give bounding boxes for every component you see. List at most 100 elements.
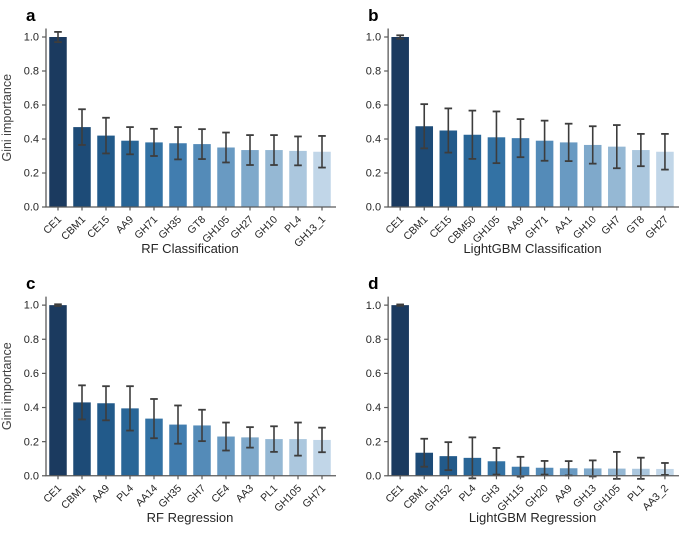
bar-AA9	[97, 403, 115, 476]
bar-GT8	[193, 144, 211, 207]
bar-AA9	[121, 140, 139, 207]
x-tick-label: GH35	[156, 482, 184, 510]
bar-GH10	[265, 150, 283, 207]
bar-CE15	[439, 130, 458, 207]
y-tick-label: 0.4	[24, 134, 39, 146]
bar-PL4	[289, 150, 307, 207]
x-tick-label: AA14	[134, 482, 161, 509]
panel-d: d 0.0 0.2 0.4 0.6 0.8 1.0 CE1 CBM1 GH152 PL4 GH3 GH1…	[342, 268, 685, 537]
x-tick-label: PL4	[457, 482, 479, 504]
bar-GH7	[193, 425, 211, 476]
x-tick-label: GH71	[523, 214, 551, 242]
x-axis-title: LightGBM Regression	[469, 510, 596, 525]
panel-a: a Gini importance 0.0 0.2 0.4 0.6 0.8 1.0 CE1 CBM…	[0, 0, 342, 268]
panel-letter: a	[26, 6, 36, 25]
bar-PL1	[265, 439, 283, 476]
x-tick-label: GH71	[300, 482, 328, 510]
bar-GH35	[169, 424, 187, 476]
x-axis-title: RF Classification	[141, 241, 239, 256]
panel-letter: d	[368, 274, 378, 293]
bar-AA1	[559, 142, 578, 207]
x-tick-label: GH7	[599, 214, 623, 238]
y-tick-label: 0.8	[366, 334, 381, 346]
x-tick-label: AA3_2	[640, 482, 671, 513]
y-tick-label: 0.8	[366, 66, 381, 78]
y-tick-label: 0.2	[24, 436, 39, 448]
panel-b: b 0.0 0.2 0.4 0.6 0.8 1.0 CE1 CBM1 CE15 CBM50 GH105…	[342, 0, 685, 268]
bar-GT8	[632, 150, 650, 207]
x-tick-label: GH20	[523, 482, 551, 510]
x-axis-title: RF Regression	[147, 510, 234, 525]
bar-AA9	[511, 138, 530, 207]
x-axis-title: LightGBM Classification	[463, 241, 601, 256]
y-tick-label: 0.2	[366, 436, 381, 448]
y-tick-label: 0.2	[24, 168, 39, 180]
chart-lightgbm-classification: b0.00.20.40.60.81.0CE1CBM1CE15CBM50GH105…	[366, 6, 679, 256]
x-tick-label: GH35	[156, 214, 184, 242]
y-tick-label: 0.0	[24, 202, 39, 214]
y-tick-label: 0.6	[366, 100, 381, 112]
x-tick-label: GH10	[252, 214, 280, 242]
bar-CBM50	[463, 134, 482, 207]
y-tick-label: 1.0	[24, 32, 39, 44]
bar-GH27	[656, 151, 674, 207]
y-tick-label: 1.0	[366, 32, 381, 44]
y-tick-label: 0.0	[366, 470, 381, 482]
panel-letter: b	[368, 6, 378, 25]
y-tick-label: 0.6	[366, 368, 381, 380]
bar-GH13_1	[313, 151, 331, 207]
x-tick-label: CBM1	[59, 482, 88, 511]
y-axis-label: Gini importance	[0, 342, 14, 430]
bar-GH7	[608, 146, 626, 207]
bar-GH105	[217, 147, 235, 207]
bar-CBM1	[415, 126, 434, 207]
bar-GH105	[289, 439, 307, 476]
bar-AA3	[241, 437, 259, 476]
bar-CBM1	[73, 402, 91, 476]
x-tick-label: CBM1	[401, 214, 430, 243]
bar-CE1	[49, 305, 67, 476]
x-tick-label: GH27	[643, 214, 671, 242]
x-tick-label: GH10	[571, 214, 599, 242]
panel-letter: c	[26, 274, 35, 293]
bar-GH71	[313, 439, 331, 476]
x-tick-label: GH105	[272, 482, 304, 514]
bar-GH35	[169, 143, 187, 207]
y-axis-label: Gini importance	[0, 74, 14, 162]
bar-CE1	[49, 37, 67, 207]
y-tick-label: 0.0	[366, 202, 381, 214]
panel-c: c Gini importance 0.0 0.2 0.4 0.6 0.8 1.0 CE1 CBM…	[0, 268, 342, 537]
y-tick-label: 0.6	[24, 100, 39, 112]
x-tick-label: GH27	[228, 214, 256, 242]
x-tick-label: CBM1	[59, 214, 88, 243]
x-tick-label: AA9	[90, 482, 113, 505]
y-tick-label: 0.8	[24, 66, 39, 78]
y-tick-label: 0.0	[24, 470, 39, 482]
bar-CE15	[97, 135, 115, 207]
bar-GH10	[583, 144, 602, 207]
x-tick-label: GH152	[422, 482, 454, 514]
y-tick-label: 0.2	[366, 168, 381, 180]
y-tick-label: 0.8	[24, 334, 39, 346]
y-tick-label: 0.4	[366, 402, 381, 414]
bar-PL4	[121, 408, 139, 476]
bar-GH71	[535, 140, 554, 207]
bar-GH105	[487, 137, 506, 207]
x-tick-label: AA3	[234, 482, 257, 505]
bar-CE1	[391, 37, 409, 207]
bar-GH27	[241, 150, 259, 207]
x-tick-label: CE15	[85, 214, 112, 241]
y-tick-label: 0.4	[366, 134, 381, 146]
bar-CBM1	[73, 127, 91, 207]
bar-AA14	[145, 418, 163, 476]
x-tick-label: GH7	[184, 482, 208, 506]
bar-CE4	[217, 436, 235, 476]
bar-GH71	[145, 142, 163, 207]
y-tick-label: 1.0	[366, 300, 381, 312]
y-tick-label: 1.0	[24, 300, 39, 312]
x-tick-label: CE4	[209, 482, 232, 505]
